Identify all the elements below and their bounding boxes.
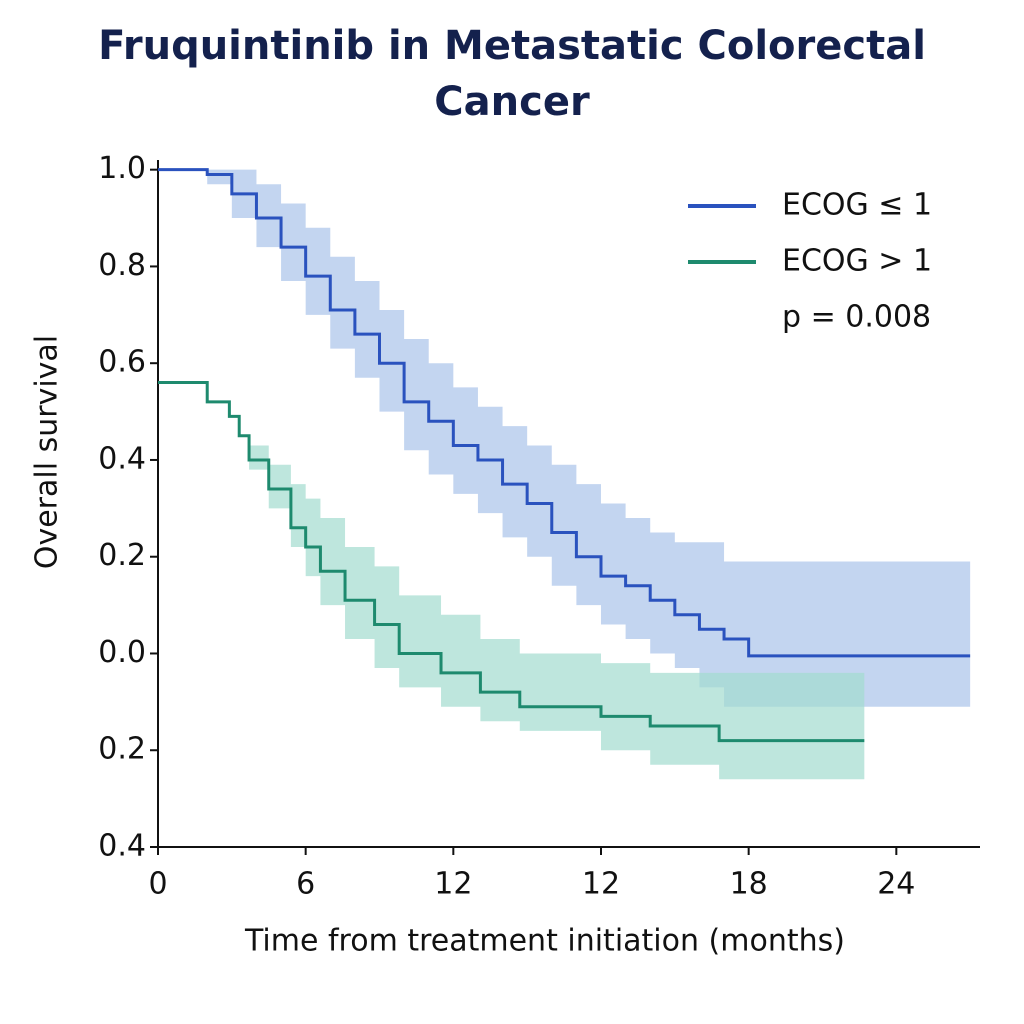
x-tick-label: 12 xyxy=(434,867,472,902)
y-tick-label: 0.8 xyxy=(98,248,146,283)
y-tick-label: 0.4 xyxy=(98,829,146,864)
y-tick-label: 0.2 xyxy=(98,732,146,767)
confidence-band xyxy=(158,169,971,707)
confidence-band xyxy=(158,382,865,780)
x-tick-label: 18 xyxy=(730,867,768,902)
annotation: p = 0.008 xyxy=(782,300,931,335)
y-tick-label: 0.6 xyxy=(98,345,146,380)
y-tick-label: 0.0 xyxy=(98,635,146,670)
x-tick-label: 12 xyxy=(582,867,620,902)
x-tick-label: 24 xyxy=(877,867,915,902)
chart-title: Fruquintinib in Metastatic Colorectal Ca… xyxy=(98,23,926,125)
y-tick-label: 1.0 xyxy=(98,151,146,186)
survival-curve xyxy=(158,168,971,658)
legend-label: ECOG > 1 xyxy=(782,244,932,279)
x-tick-label: 6 xyxy=(296,867,315,902)
y-tick-label: 0.4 xyxy=(98,441,146,476)
y-axis-label: Overall survival xyxy=(30,335,65,569)
x-tick-label: 0 xyxy=(148,867,167,902)
survival-curve xyxy=(158,381,865,743)
x-axis-label: Time from treatment initiation (months) xyxy=(244,924,845,959)
legend-label: ECOG ≤ 1 xyxy=(782,188,932,223)
y-tick-label: 0.2 xyxy=(98,538,146,573)
